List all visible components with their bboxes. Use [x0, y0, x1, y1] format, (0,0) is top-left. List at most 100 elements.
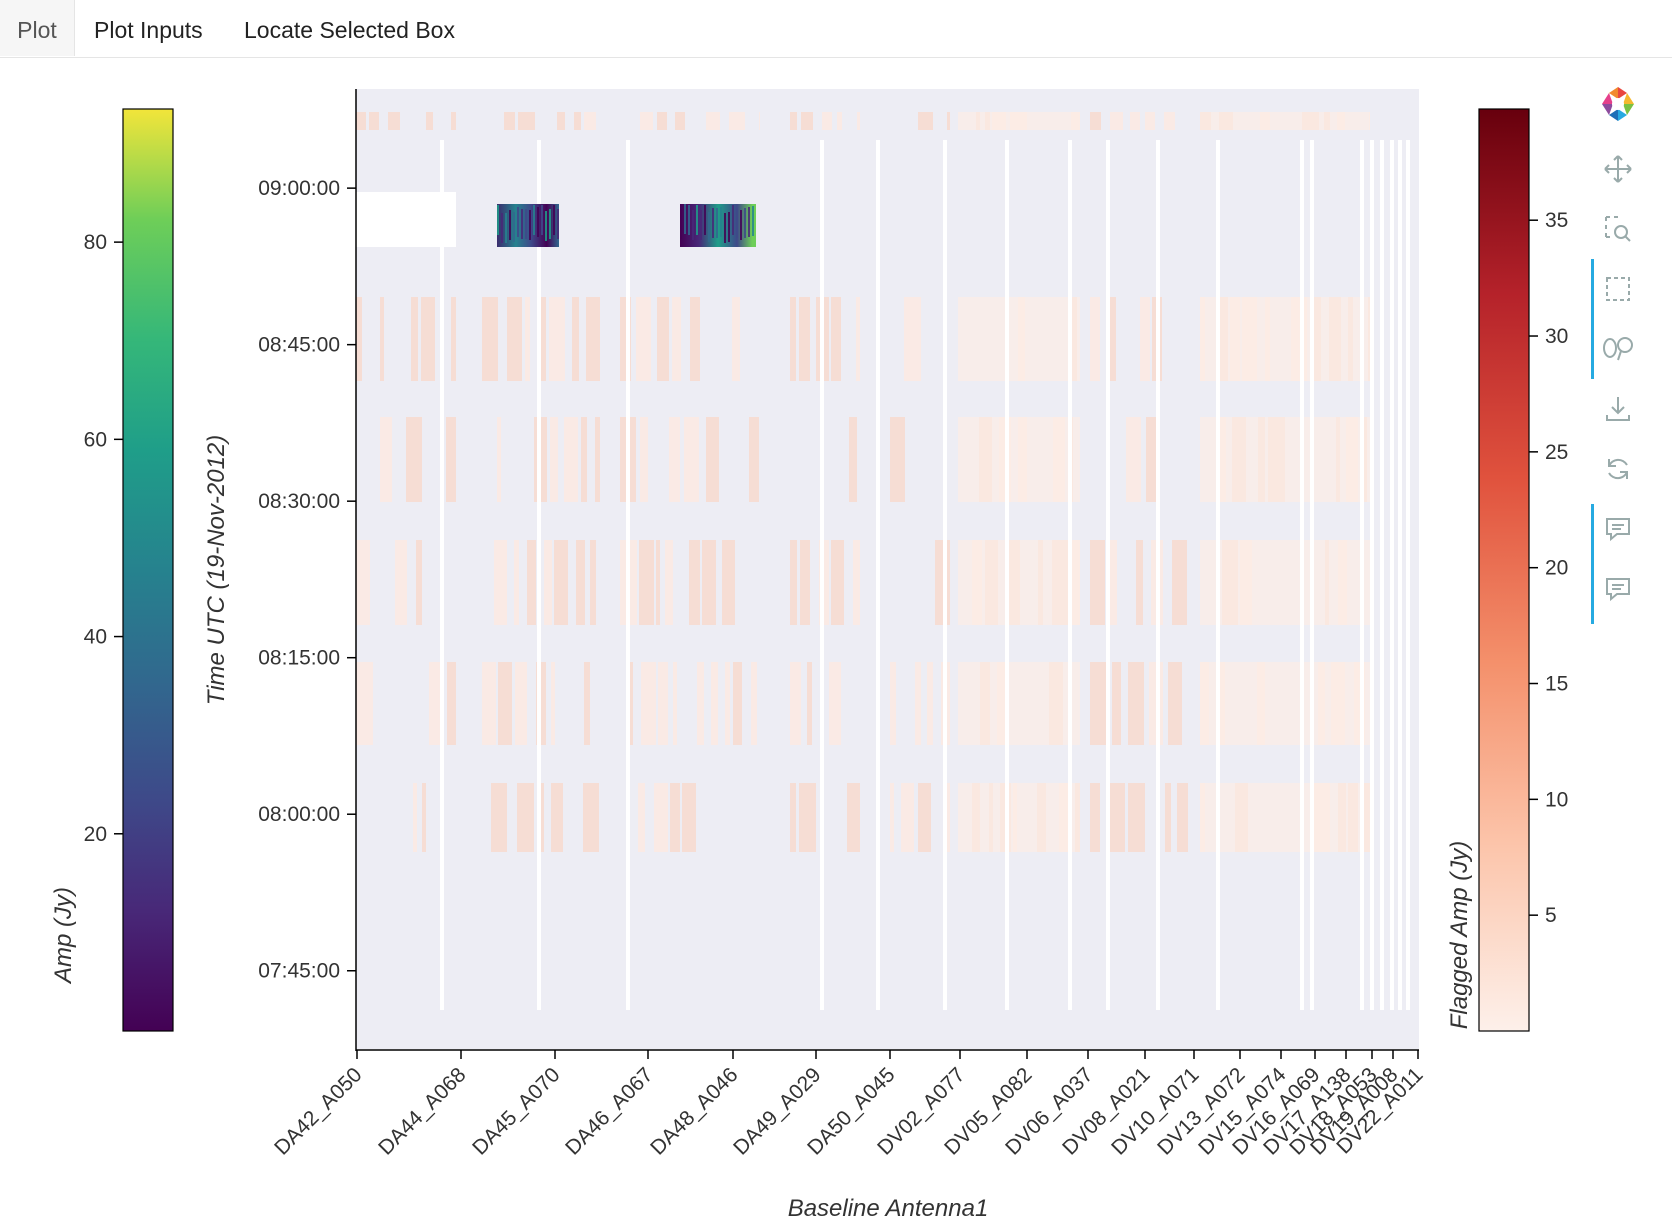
- amp-cell: [692, 210, 694, 240]
- flagged-cell: [447, 662, 456, 745]
- flagged-cell: [958, 417, 1080, 502]
- flagged-cell: [369, 112, 379, 130]
- flagged-cell: [790, 112, 797, 130]
- flagged-cell: [725, 662, 730, 745]
- flagged-cell: [413, 783, 417, 852]
- flagged-cell: [584, 662, 590, 745]
- amp-cell: [680, 209, 682, 239]
- flagged-cell: [1128, 662, 1144, 745]
- colorbar-tick-label: 80: [84, 231, 107, 254]
- x-tick-label: DA46_A067: [561, 1063, 657, 1159]
- colorbar-tick-label: 5: [1545, 904, 1557, 927]
- y-tick-label: 08:00:00: [258, 803, 340, 826]
- empty-column: [1406, 140, 1410, 1010]
- box-zoom-icon[interactable]: [1598, 209, 1638, 249]
- bokeh-logo-icon[interactable]: [1598, 84, 1638, 124]
- flagged-cell: [853, 540, 860, 625]
- box-select-icon[interactable]: [1598, 269, 1638, 309]
- flagged-cell: [947, 112, 950, 130]
- empty-column: [1380, 140, 1384, 1010]
- flagged-cell: [584, 112, 596, 130]
- flagged-cell: [636, 297, 651, 381]
- flagged-cell: [518, 112, 535, 130]
- flagged-cell: [1090, 112, 1101, 130]
- flagged-cell: [935, 540, 950, 625]
- flagged-cell: [856, 297, 860, 381]
- flagged-cell: [504, 112, 515, 130]
- flagged-cell: [684, 417, 699, 502]
- flagged-cell: [759, 112, 760, 130]
- flagged-cell: [670, 783, 680, 852]
- flagged-cell: [590, 540, 596, 625]
- amp-cell: [748, 207, 750, 237]
- flagged-cell: [549, 297, 565, 381]
- flagged-cell: [514, 540, 519, 625]
- tab-plot-inputs[interactable]: Plot Inputs: [94, 17, 203, 43]
- hover-icon[interactable]: [1598, 509, 1638, 549]
- flagged-cell: [1165, 783, 1171, 852]
- flagged-cell: [799, 783, 816, 852]
- flagged-cell: [586, 297, 600, 381]
- flagged-cell: [689, 540, 700, 625]
- flagged-cell: [356, 297, 362, 381]
- flagged-cell: [406, 417, 422, 502]
- amp-cell: [700, 210, 702, 240]
- flagged-cell: [1146, 417, 1157, 502]
- amp-cell: [513, 212, 515, 242]
- flagged-cell: [356, 540, 370, 625]
- pan-icon[interactable]: [1598, 149, 1638, 189]
- flagged-cell: [564, 417, 578, 502]
- y-tick-label: 09:00:00: [258, 177, 340, 200]
- flagged-cell: [807, 662, 812, 745]
- amp-cell: [541, 205, 543, 235]
- flagged-cell: [1110, 112, 1123, 130]
- tab-locate-selected-box[interactable]: Locate Selected Box: [244, 17, 455, 43]
- x-tick-label: DA42_A050: [270, 1063, 366, 1159]
- flagged-cell: [1130, 112, 1140, 130]
- colorbar-tick-label: 15: [1545, 673, 1568, 696]
- x-tick-label: DA48_A046: [646, 1063, 742, 1159]
- flagged-cell: [527, 540, 536, 625]
- empty-column: [1310, 140, 1314, 1010]
- amp-cell: [724, 213, 726, 243]
- flagged-cell: [554, 540, 568, 625]
- amp-cell: [696, 205, 698, 235]
- y-tick-label: 08:45:00: [258, 334, 340, 357]
- flagged-cell: [702, 540, 716, 625]
- hover-icon[interactable]: [1598, 569, 1638, 609]
- amp-cell: [537, 207, 539, 237]
- flagged-cell: [451, 112, 456, 130]
- colorbar-tick-label: 10: [1545, 788, 1568, 811]
- plot-canvas[interactable]: 20 40 60 80 Amp (Jy) 09:00:00 08:45:00 08:30:…: [0, 0, 1590, 1228]
- flagged-cell: [901, 783, 914, 852]
- flagged-cell: [1200, 112, 1370, 130]
- reset-icon[interactable]: [1598, 449, 1638, 489]
- flagged-cell: [551, 783, 563, 852]
- flagged-cell: [918, 783, 931, 852]
- amp-colorbar-gradient: [122, 108, 174, 1032]
- lasso-select-icon[interactable]: [1598, 329, 1638, 369]
- flagged-cell: [672, 297, 681, 381]
- empty-column: [1106, 140, 1110, 1010]
- heatmap[interactable]: [356, 89, 1419, 1049]
- amp-cell: [501, 213, 503, 243]
- flagged-cell: [958, 112, 1080, 130]
- amp-cell: [712, 208, 714, 238]
- save-icon[interactable]: [1598, 389, 1638, 429]
- flagged-cell: [1200, 297, 1370, 381]
- amp-cell: [553, 205, 555, 235]
- flagged-cell: [426, 112, 433, 130]
- tab-plot[interactable]: Plot: [0, 0, 75, 56]
- flagged-cell: [958, 540, 1080, 625]
- amp-cell: [744, 208, 746, 238]
- flagged-cell: [751, 662, 757, 745]
- x-tick-label: DA44_A068: [374, 1063, 470, 1159]
- flagged-cell: [657, 112, 667, 130]
- flagged-cell: [656, 540, 660, 625]
- flagged-cell: [822, 112, 832, 130]
- flagged-bands: [356, 112, 1370, 852]
- flagged-cell: [918, 112, 933, 130]
- empty-column: [1390, 140, 1394, 1010]
- flagged-cell: [497, 417, 501, 502]
- amp-colorbar-title: Amp (Jy): [50, 887, 77, 985]
